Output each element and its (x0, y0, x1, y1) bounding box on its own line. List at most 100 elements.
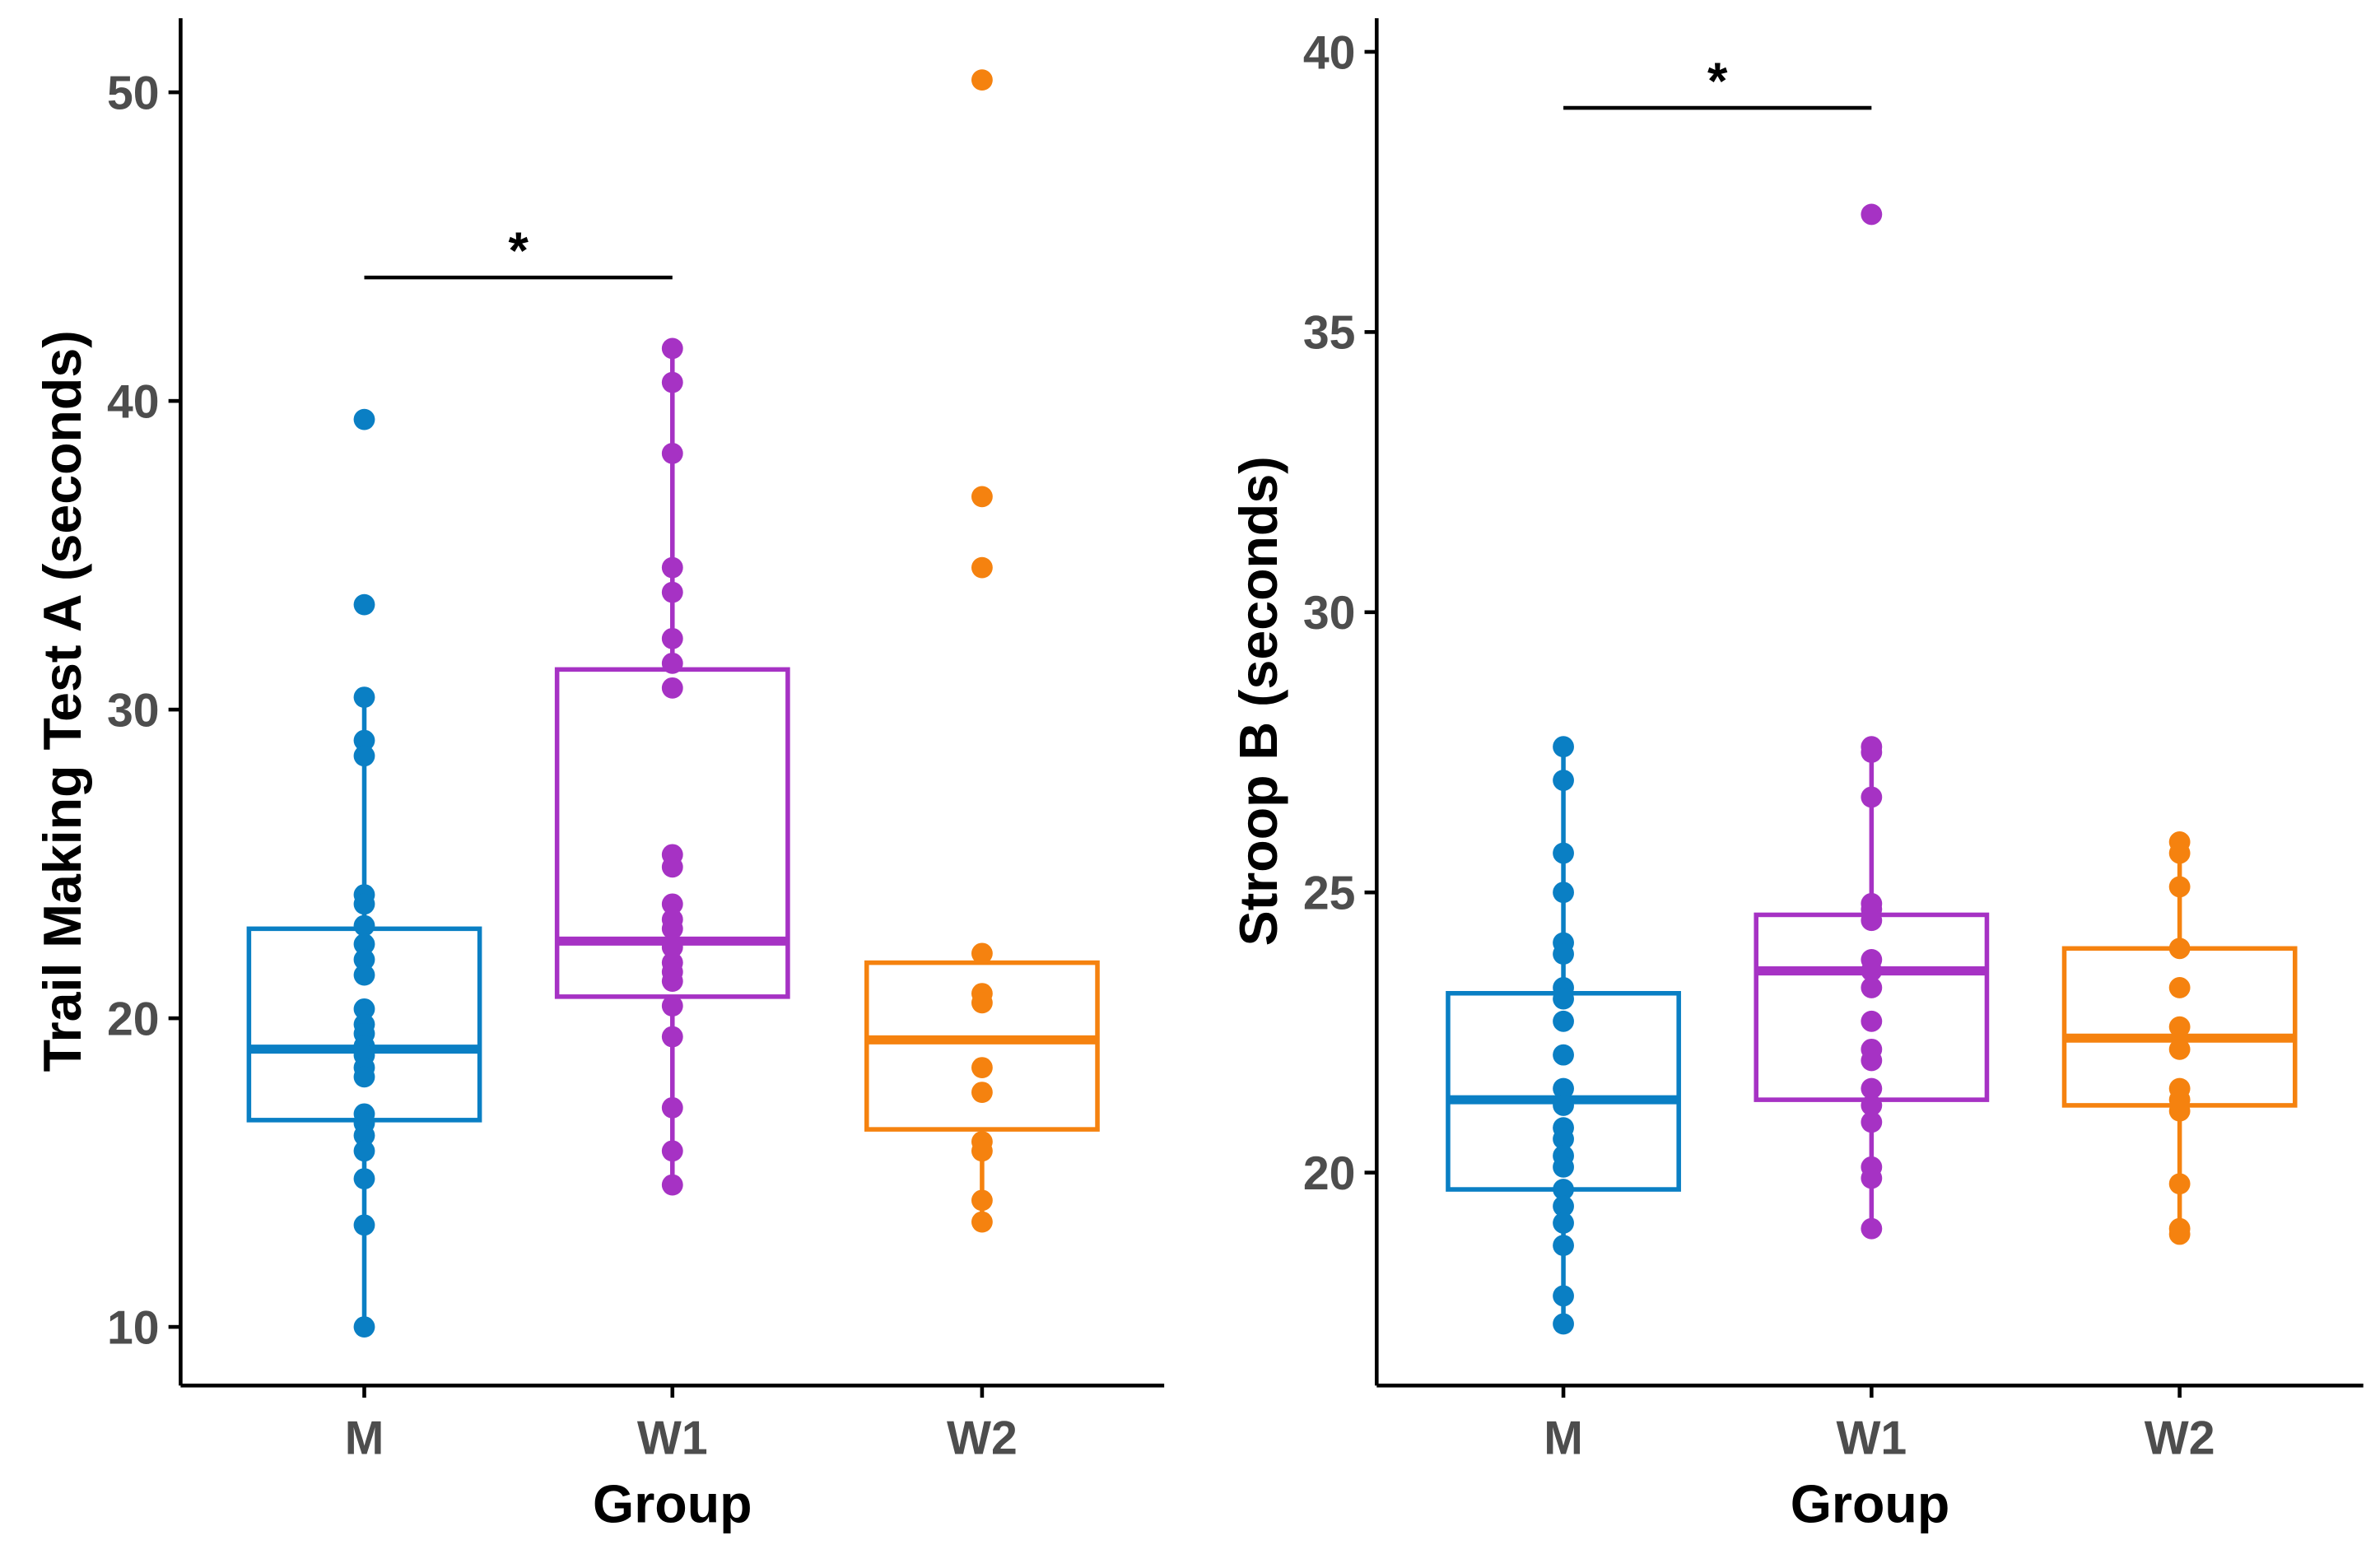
data-point (661, 337, 683, 360)
y-tick-label: 20 (107, 993, 160, 1045)
x-axis-label: Group (593, 1474, 752, 1533)
data-point (971, 1189, 993, 1212)
data-point (1861, 910, 1883, 932)
data-point (661, 581, 683, 603)
data-point (2168, 1100, 2191, 1122)
data-point (1553, 943, 1574, 965)
y-axis-label: Trail Making Test A (seconds) (33, 330, 92, 1072)
data-point (1553, 1179, 1574, 1200)
significance-label: * (508, 222, 529, 280)
data-point (1553, 1128, 1574, 1150)
data-point (2168, 1038, 2191, 1060)
data-point (1553, 736, 1574, 758)
data-point (2168, 842, 2191, 864)
data-point (2168, 938, 2191, 960)
data-point (1553, 1195, 1574, 1217)
data-point (661, 627, 683, 649)
data-point (1553, 1095, 1574, 1116)
data-point (1553, 1313, 1574, 1335)
x-tick-label: W2 (2145, 1412, 2215, 1464)
data-point (1553, 842, 1574, 864)
data-point (1553, 1010, 1574, 1032)
data-point (353, 998, 375, 1020)
data-point (1553, 1077, 1574, 1100)
data-point (661, 1026, 683, 1048)
data-point (353, 745, 375, 767)
data-point (1861, 1167, 1883, 1189)
y-tick-label: 10 (107, 1301, 160, 1354)
y-tick-label: 20 (1303, 1147, 1356, 1200)
data-point (971, 1211, 993, 1233)
y-axis-label: Stroop B (seconds) (1229, 456, 1288, 946)
data-point (353, 1066, 375, 1088)
data-point (1553, 1156, 1574, 1178)
data-point (353, 686, 375, 709)
box-W1 (1754, 203, 1990, 1240)
data-point (661, 442, 683, 464)
chart-panel-2: 20 25 30 35 40 M W1 W2 Group Stroop B (seconds) * (1229, 18, 2364, 1533)
x-tick-label: W2 (947, 1412, 1018, 1464)
data-point (971, 1082, 993, 1104)
x-axis-label: Group (1791, 1474, 1950, 1533)
data-point (971, 1057, 993, 1079)
data-point (661, 677, 683, 699)
data-point (353, 593, 375, 616)
data-point (353, 1168, 375, 1190)
data-point (661, 856, 683, 878)
box-M (246, 408, 482, 1338)
y-tick-label: 40 (1303, 26, 1356, 79)
box-W2 (2061, 831, 2298, 1245)
box-W2 (864, 69, 1100, 1233)
data-point (971, 942, 993, 965)
data-point (971, 69, 993, 91)
data-point (661, 918, 683, 940)
data-point (353, 408, 375, 430)
box-M (1446, 736, 1681, 1335)
data-point (1861, 1095, 1883, 1116)
data-point (2168, 1223, 2191, 1245)
y-tick-label: 35 (1303, 307, 1356, 360)
data-point (1553, 1235, 1574, 1257)
data-point (661, 1140, 683, 1162)
data-point (353, 948, 375, 970)
data-point (353, 964, 375, 986)
data-point (2168, 1016, 2191, 1038)
data-point (353, 1140, 375, 1162)
x-tick-label: W1 (637, 1412, 708, 1464)
x-tick-label: M (1544, 1412, 1583, 1464)
y-tick-label: 40 (107, 375, 160, 428)
data-point (353, 1124, 375, 1147)
data-point (2168, 977, 2191, 998)
data-point (661, 893, 683, 915)
data-point (353, 1316, 375, 1338)
y-tick-label: 30 (1303, 587, 1356, 640)
box-iqr (1754, 912, 1990, 1102)
data-point (661, 995, 683, 1017)
data-point (971, 556, 993, 579)
data-point (1553, 1285, 1574, 1307)
box-W1 (554, 337, 790, 1196)
data-point (661, 371, 683, 393)
data-point (353, 893, 375, 915)
data-point (1861, 1077, 1883, 1100)
x-tick-label: W1 (1836, 1412, 1907, 1464)
data-point (353, 1214, 375, 1236)
data-point (353, 933, 375, 956)
data-point (661, 970, 683, 993)
data-point (1861, 1010, 1883, 1032)
data-point (1553, 1044, 1574, 1066)
data-point (661, 556, 683, 579)
data-point (2168, 876, 2191, 898)
data-point (1553, 988, 1574, 1010)
data-point (661, 1096, 683, 1119)
data-point (1861, 977, 1883, 998)
data-point (661, 936, 683, 958)
data-point (1861, 1217, 1883, 1240)
significance-label: * (1707, 53, 1728, 110)
data-point (1861, 1049, 1883, 1072)
chart-panel-1: 10 20 30 40 50 M W1 W2 Group Trail Making Test A … (33, 18, 1165, 1533)
data-point (353, 914, 375, 937)
data-point (1553, 1212, 1574, 1234)
y-tick-label: 50 (107, 67, 160, 119)
